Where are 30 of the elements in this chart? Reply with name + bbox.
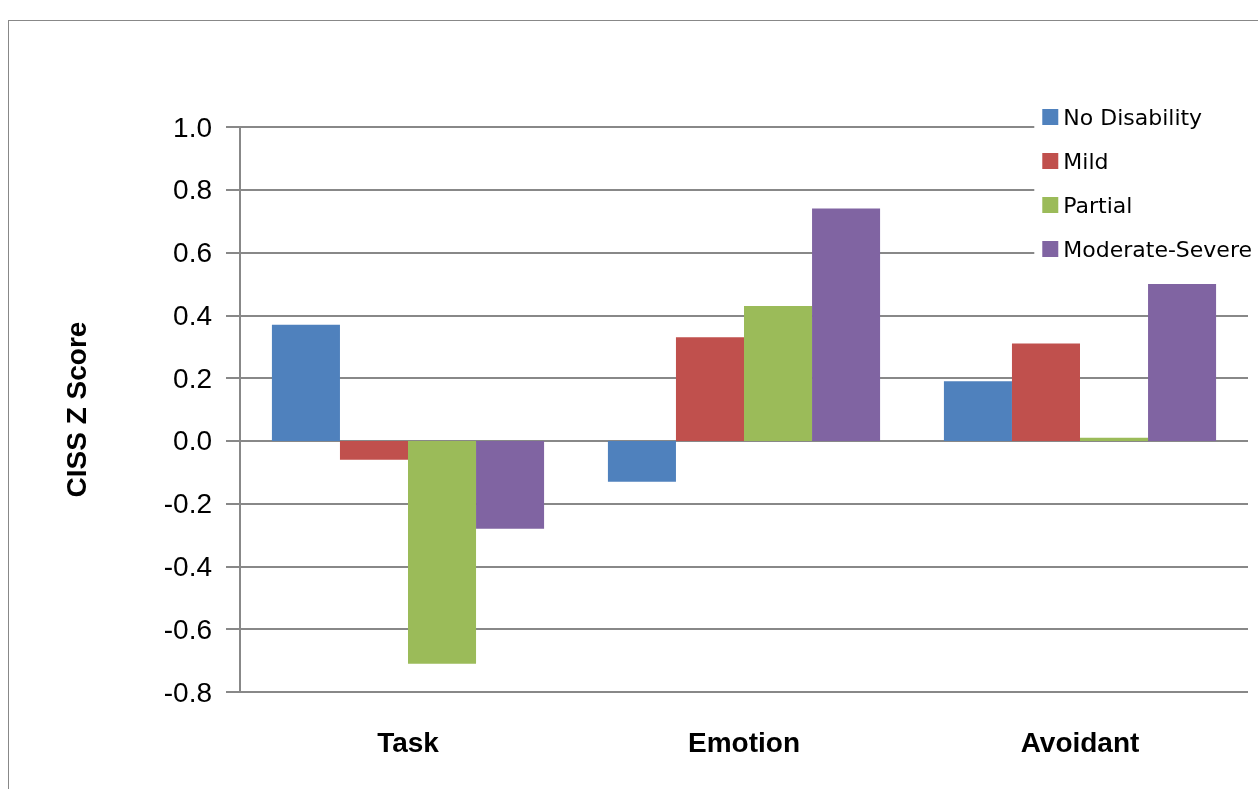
y-tick-label: -0.6	[163, 613, 212, 645]
y-tick-label: 0.0	[173, 425, 212, 457]
x-tick-label: Task	[377, 726, 440, 758]
y-tick-label: -0.4	[163, 550, 212, 582]
bar	[1080, 437, 1149, 441]
y-tick-label: 0.2	[173, 362, 212, 394]
legend-label: No Disability	[1063, 104, 1203, 130]
y-tick-label: 0.4	[173, 299, 212, 331]
y-tick-label: 0.8	[173, 174, 212, 206]
legend-label: Partial	[1063, 192, 1133, 218]
x-tick-label: Emotion	[688, 726, 800, 758]
y-axis-title: CISS Z Score	[60, 321, 92, 498]
bar	[339, 440, 408, 460]
bar	[271, 324, 340, 441]
bar	[1148, 283, 1217, 441]
x-tick-label: Avoidant	[1020, 726, 1140, 758]
bar	[1011, 343, 1080, 441]
legend-label: Mild	[1063, 148, 1109, 174]
y-tick-label: -0.8	[163, 676, 212, 708]
bar	[607, 440, 676, 482]
y-tick-label: -0.2	[163, 488, 212, 520]
bar	[476, 440, 545, 529]
bar	[744, 305, 813, 441]
bar	[812, 208, 881, 441]
bar	[408, 440, 477, 664]
y-tick-label: 0.6	[173, 237, 212, 269]
bar	[675, 337, 744, 441]
bar	[943, 381, 1012, 441]
y-tick-label: 1.0	[173, 111, 212, 143]
legend-label: Moderate-Severe	[1063, 236, 1252, 262]
